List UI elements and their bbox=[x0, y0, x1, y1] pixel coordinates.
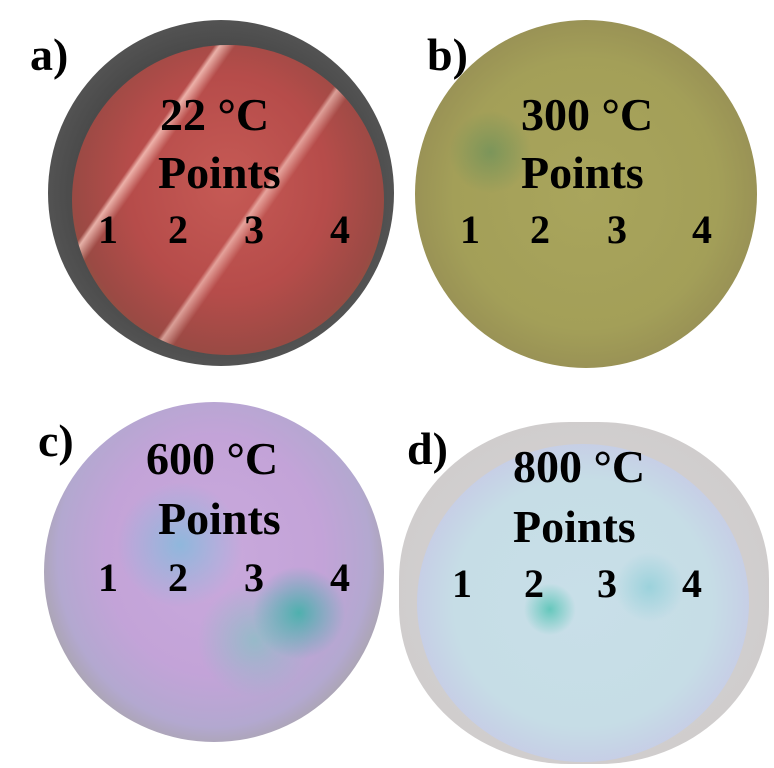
point-4: 4 bbox=[682, 561, 702, 606]
temperature-label: 800 °C bbox=[513, 441, 646, 492]
point-3: 3 bbox=[244, 555, 264, 600]
panel-d: d) 800 °C Points 1 2 3 4 bbox=[387, 384, 774, 768]
point-1: 1 bbox=[460, 207, 480, 252]
panel-c: c) 600 °C Points 1 2 3 4 bbox=[0, 384, 387, 768]
temperature-label: 300 °C bbox=[521, 89, 654, 140]
sample-film bbox=[415, 20, 757, 368]
points-label: Points bbox=[521, 147, 644, 198]
point-3: 3 bbox=[607, 207, 627, 252]
point-1: 1 bbox=[98, 555, 118, 600]
point-3: 3 bbox=[244, 207, 264, 252]
point-3: 3 bbox=[597, 561, 617, 606]
temperature-label: 600 °C bbox=[146, 433, 279, 484]
panel-label: a) bbox=[30, 29, 69, 80]
point-2: 2 bbox=[524, 561, 544, 606]
point-1: 1 bbox=[452, 561, 472, 606]
points-label: Points bbox=[158, 493, 281, 544]
point-2: 2 bbox=[530, 207, 550, 252]
point-4: 4 bbox=[330, 555, 350, 600]
panel-label: c) bbox=[38, 415, 74, 466]
point-1: 1 bbox=[98, 207, 118, 252]
points-label: Points bbox=[513, 501, 636, 552]
point-2: 2 bbox=[168, 555, 188, 600]
points-label: Points bbox=[158, 147, 281, 198]
panel-a: a) 22 °C Points 1 2 3 4 bbox=[0, 0, 394, 384]
temperature-label: 22 °C bbox=[160, 89, 270, 140]
sample-film bbox=[417, 444, 749, 762]
panel-label: d) bbox=[407, 423, 448, 474]
sample-film bbox=[44, 402, 384, 742]
panel-b: b) 300 °C Points 1 2 3 4 bbox=[387, 0, 774, 384]
point-2: 2 bbox=[168, 207, 188, 252]
sample-film bbox=[72, 45, 384, 355]
panel-label: b) bbox=[427, 29, 468, 80]
point-4: 4 bbox=[692, 207, 712, 252]
point-4: 4 bbox=[330, 207, 350, 252]
